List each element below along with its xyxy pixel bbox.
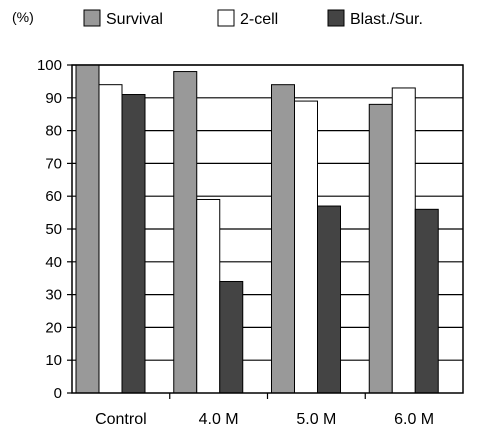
x-tick-labels: Control 4.0 M 5.0 M 6.0 M: [95, 411, 434, 428]
y-tick-label: 0: [54, 385, 62, 402]
x-tick-label: 5.0 M: [296, 411, 336, 428]
bar-2-cell-0: [98, 84, 123, 394]
axes: [71, 64, 464, 399]
bar-blast-sur--1: [219, 280, 244, 394]
y-unit-label: (%): [12, 9, 34, 25]
bars: [75, 64, 439, 394]
y-tick-label: 20: [45, 319, 62, 336]
bar-survival-0: [75, 64, 100, 394]
x-tick-label: 4.0 M: [199, 411, 239, 428]
bar-blast-sur--0: [121, 94, 146, 394]
legend-swatch: [327, 9, 345, 27]
bar-2-cell-1: [196, 198, 221, 394]
y-tick-label: 50: [45, 221, 62, 238]
legend-label: Blast./Sur.: [350, 11, 423, 28]
y-tick-label: 10: [45, 352, 62, 369]
y-tick-label: 80: [45, 123, 62, 140]
legend-label: Survival: [106, 11, 163, 28]
y-tick-label: 100: [37, 57, 62, 74]
bar-survival-2: [271, 84, 295, 394]
legend-swatch: [217, 9, 235, 27]
bar-blast-sur--3: [414, 208, 439, 394]
y-tick-labels: 0 10 20 30 40 50 60 70 80 90 100: [37, 57, 62, 402]
y-tick-label: 70: [45, 155, 62, 172]
bar-blast-sur--2: [317, 205, 341, 394]
bar-survival-1: [173, 71, 198, 394]
legend-label: 2-cell: [240, 11, 278, 28]
x-tick-label: Control: [95, 411, 147, 428]
y-tick-label: 90: [45, 90, 62, 107]
bar-survival-3: [368, 103, 393, 394]
x-tick-label: 6.0 M: [394, 411, 434, 428]
y-tick-label: 30: [45, 287, 62, 304]
y-tick-label: 60: [45, 188, 62, 205]
y-tick-label: 40: [45, 254, 62, 271]
bar-2-cell-3: [391, 87, 416, 394]
legend: Survival 2-cell Blast./Sur.: [83, 9, 423, 28]
bar-2-cell-2: [294, 100, 318, 394]
legend-swatch: [83, 9, 101, 27]
